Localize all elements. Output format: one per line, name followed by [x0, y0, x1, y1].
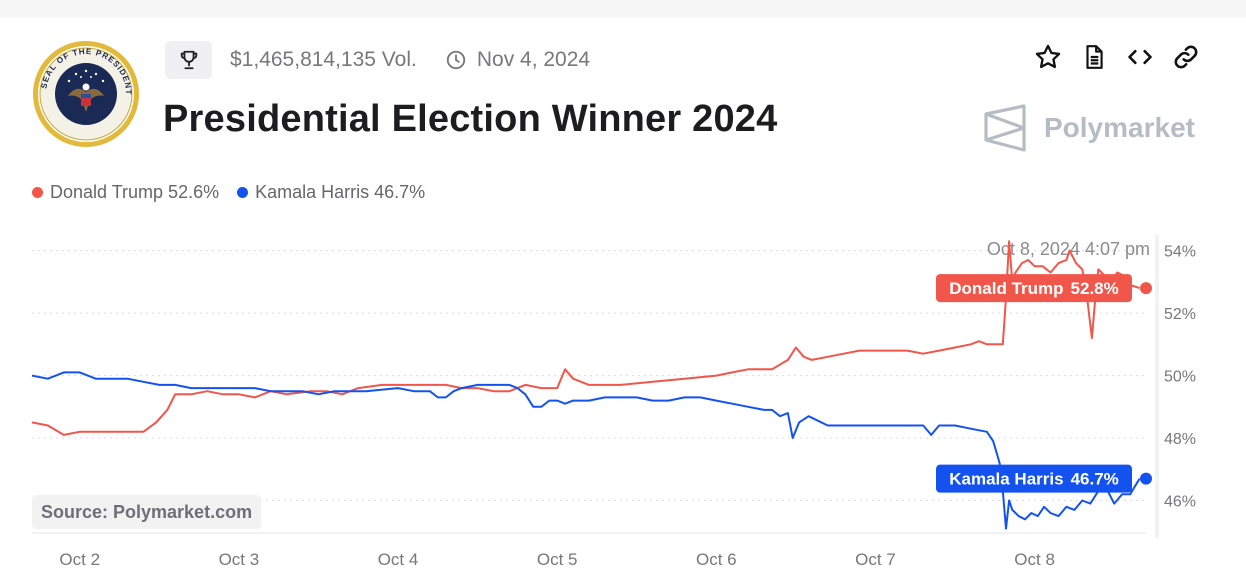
odds-line-chart[interactable]: Oct 8, 2024 4:07 pm 54% 52% 50% 48% 46% Oct … [0, 225, 1246, 574]
hover-timestamp: Oct 8, 2024 4:07 pm [987, 239, 1150, 259]
polymarket-logo-icon [984, 104, 1026, 152]
star-icon[interactable] [1034, 43, 1062, 71]
x-tick-label: Oct 5 [537, 550, 578, 569]
source-badge: Source: Polymarket.com [32, 495, 262, 529]
end-label-text-harris: Kamala Harris 46.7% [949, 470, 1119, 489]
x-tick-label: Oct 7 [855, 550, 896, 569]
embed-code-icon[interactable] [1126, 43, 1154, 71]
action-bar [1034, 43, 1200, 71]
y-tick-label: 48% [1164, 431, 1196, 448]
legend-dot-trump [32, 187, 43, 198]
page-title: Presidential Election Winner 2024 [163, 98, 778, 140]
legend-label-harris: Kamala Harris 46.7% [255, 182, 426, 202]
x-tick-label: Oct 3 [219, 550, 260, 569]
x-tick-label: Oct 6 [696, 550, 737, 569]
end-label-name-trump: Donald Trump [949, 279, 1063, 298]
y-tick-label: 52% [1164, 306, 1196, 323]
brand-name: Polymarket [1044, 112, 1195, 143]
series-layer [31, 240, 1152, 530]
legend-label-trump: Donald Trump 52.6% [50, 182, 220, 202]
legend-item-trump: Donald Trump 52.6% [32, 182, 219, 203]
top-strip [0, 0, 1246, 18]
document-icon[interactable] [1080, 43, 1108, 71]
x-tick-label: Oct 2 [59, 550, 100, 569]
y-tick-label: 46% [1164, 494, 1196, 511]
trophy-badge[interactable] [165, 41, 212, 79]
y-axis: 54% 52% 50% 48% 46% [1164, 244, 1196, 511]
end-label-text-trump: Donald Trump 52.8% [949, 279, 1118, 298]
y-tick-label: 50% [1164, 369, 1196, 386]
volume-text: $1,465,814,135 Vol. [230, 48, 417, 71]
y-tick-label: 54% [1164, 244, 1196, 261]
x-tick-label: Oct 8 [1014, 550, 1055, 569]
legend-item-harris: Kamala Harris 46.7% [237, 182, 425, 203]
market-meta: $1,465,814,135 Vol. Nov 4, 2024 [165, 41, 590, 79]
clock-icon [445, 49, 467, 71]
x-tick-label: Oct 4 [378, 550, 419, 569]
x-axis: Oct 2 Oct 3 Oct 4 Oct 5 Oct 6 Oct 7 Oct 8 [59, 550, 1054, 569]
end-label-box-harris [936, 464, 1132, 493]
end-label-name-harris: Kamala Harris [949, 470, 1063, 489]
series-end-dot-trump [1140, 282, 1152, 295]
end-label-box-trump [936, 274, 1132, 303]
presidential-seal: SEAL OF THE PRESIDENT OF THE UNITED STAT… [32, 40, 139, 147]
series-line-harris [31, 371, 1141, 530]
trophy-icon [180, 50, 197, 70]
end-label-value-trump: 52.8% [1071, 279, 1119, 298]
end-label-value-harris: 46.7% [1071, 470, 1119, 489]
chart-legend: Donald Trump 52.6% Kamala Harris 46.7% [32, 182, 443, 203]
brand-logo: Polymarket [984, 104, 1195, 152]
series-end-dot-harris [1140, 472, 1152, 485]
link-icon[interactable] [1172, 43, 1200, 71]
chart-grid [32, 235, 1159, 538]
end-date-text: Nov 4, 2024 [476, 48, 591, 71]
legend-dot-harris [237, 187, 249, 198]
end-labels: Donald Trump 52.8% Kamala Harris 46.7% [936, 274, 1132, 493]
series-line-trump [31, 240, 1140, 436]
